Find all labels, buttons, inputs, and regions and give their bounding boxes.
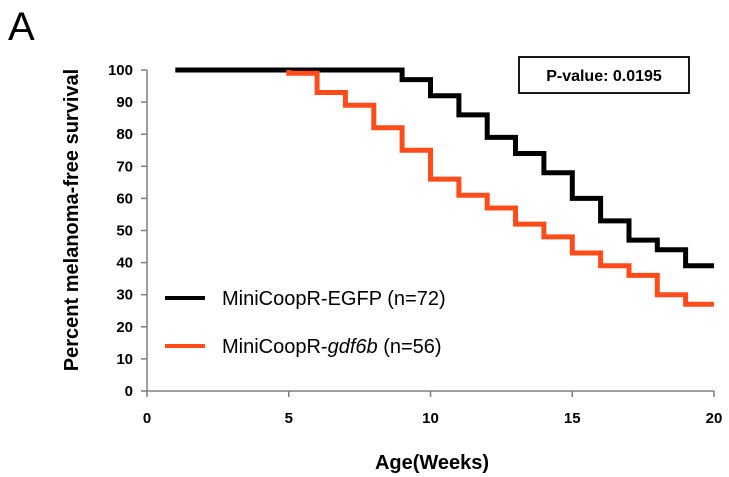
legend-entry-egfp: MiniCoopR-EGFP (n=72) (222, 288, 446, 310)
y-tick-label: 50 (116, 223, 133, 240)
y-tick-label: 10 (116, 351, 133, 368)
pvalue-label: P-value: 0.0195 (546, 68, 662, 85)
legend-egfp-prefix: MiniCoopR- (222, 288, 328, 310)
y-tick-label: 30 (116, 287, 133, 304)
y-tick-label: 100 (108, 62, 133, 79)
x-tick-label: 0 (143, 410, 151, 427)
x-tick-label: 20 (706, 410, 723, 427)
y-axis-title: Percent melanoma-free survival (61, 69, 83, 371)
legend-gdf6b-suffix: (n=56) (378, 336, 442, 358)
y-tick-label: 20 (116, 319, 133, 336)
x-axis-ticks: 0 5 10 15 20 (143, 391, 723, 427)
series-line-gdf6b (286, 70, 714, 307)
legend-gdf6b-prefix: MiniCoopR- (222, 336, 328, 358)
series-line-egfp (175, 67, 714, 269)
legend-gdf6b-gene: gdf6b (328, 336, 378, 358)
pvalue-box: P-value: 0.0195 (518, 56, 690, 94)
y-tick-label: 90 (116, 94, 133, 111)
y-tick-label: 40 (116, 255, 133, 272)
y-tick-label: 80 (116, 126, 133, 143)
legend-egfp-gene: EGFP (328, 288, 382, 310)
x-tick-label: 5 (285, 410, 293, 427)
series-group (175, 67, 714, 307)
legend-egfp-suffix: (n=72) (382, 288, 446, 310)
y-tick-label: 70 (116, 158, 133, 175)
y-axis-ticks: 0 10 20 30 40 50 60 70 80 90 100 (108, 62, 147, 400)
legend: MiniCoopR-EGFP (n=72) MiniCoopR-gdf6b (n… (165, 288, 446, 358)
y-tick-label: 60 (116, 190, 133, 207)
legend-entry-gdf6b: MiniCoopR-gdf6b (n=56) (222, 336, 442, 358)
y-tick-label: 0 (125, 383, 133, 400)
panel-label: A (8, 5, 35, 49)
x-axis-title: Age(Weeks) (375, 452, 489, 474)
x-tick-label: 10 (422, 410, 439, 427)
x-tick-label: 15 (564, 410, 581, 427)
pvalue-frame (518, 56, 690, 94)
